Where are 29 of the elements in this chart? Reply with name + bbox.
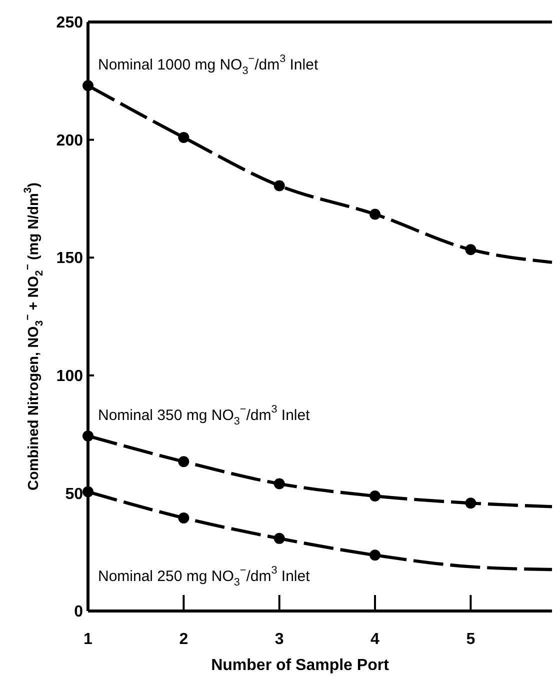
x-tick-label: 1	[84, 631, 93, 648]
y-tick-label: 150	[56, 250, 84, 268]
point	[178, 512, 190, 524]
y-tick-label: 50	[65, 486, 84, 503]
point	[370, 490, 381, 502]
y-tick-label: 100	[56, 368, 84, 385]
point	[465, 498, 476, 509]
y-tick-label: 200	[56, 132, 84, 150]
point	[178, 456, 190, 468]
point	[178, 132, 190, 143]
point	[370, 550, 381, 561]
x-tick-label: 3	[274, 631, 284, 648]
series-label: Nominal 350 mg NO$_{3}$$^{−}$/dm$^{3}$ Inlet	[98, 403, 311, 428]
x-axis-title: Number of Sample Port	[211, 657, 390, 674]
point	[82, 430, 94, 442]
x-tick-label: 2	[179, 631, 188, 648]
point	[82, 486, 94, 498]
point	[274, 532, 285, 544]
series-label: Nominal 250 mg NO$_{3}$$^{−}$/dm$^{3}$ Inlet	[98, 564, 311, 588]
point	[370, 208, 381, 220]
series-label: Nominal 1000 mg NO$_{3}$$^{−}$/dm$^{3}$ Inlet	[98, 53, 319, 78]
y-tick-label: 250	[56, 14, 84, 32]
x-tick-label: 4	[370, 631, 380, 648]
x-tick-label: 5	[466, 631, 476, 648]
y-tick-label: 0	[74, 604, 84, 621]
point	[274, 180, 285, 192]
point	[274, 478, 285, 490]
point	[82, 80, 94, 92]
point	[465, 244, 476, 256]
